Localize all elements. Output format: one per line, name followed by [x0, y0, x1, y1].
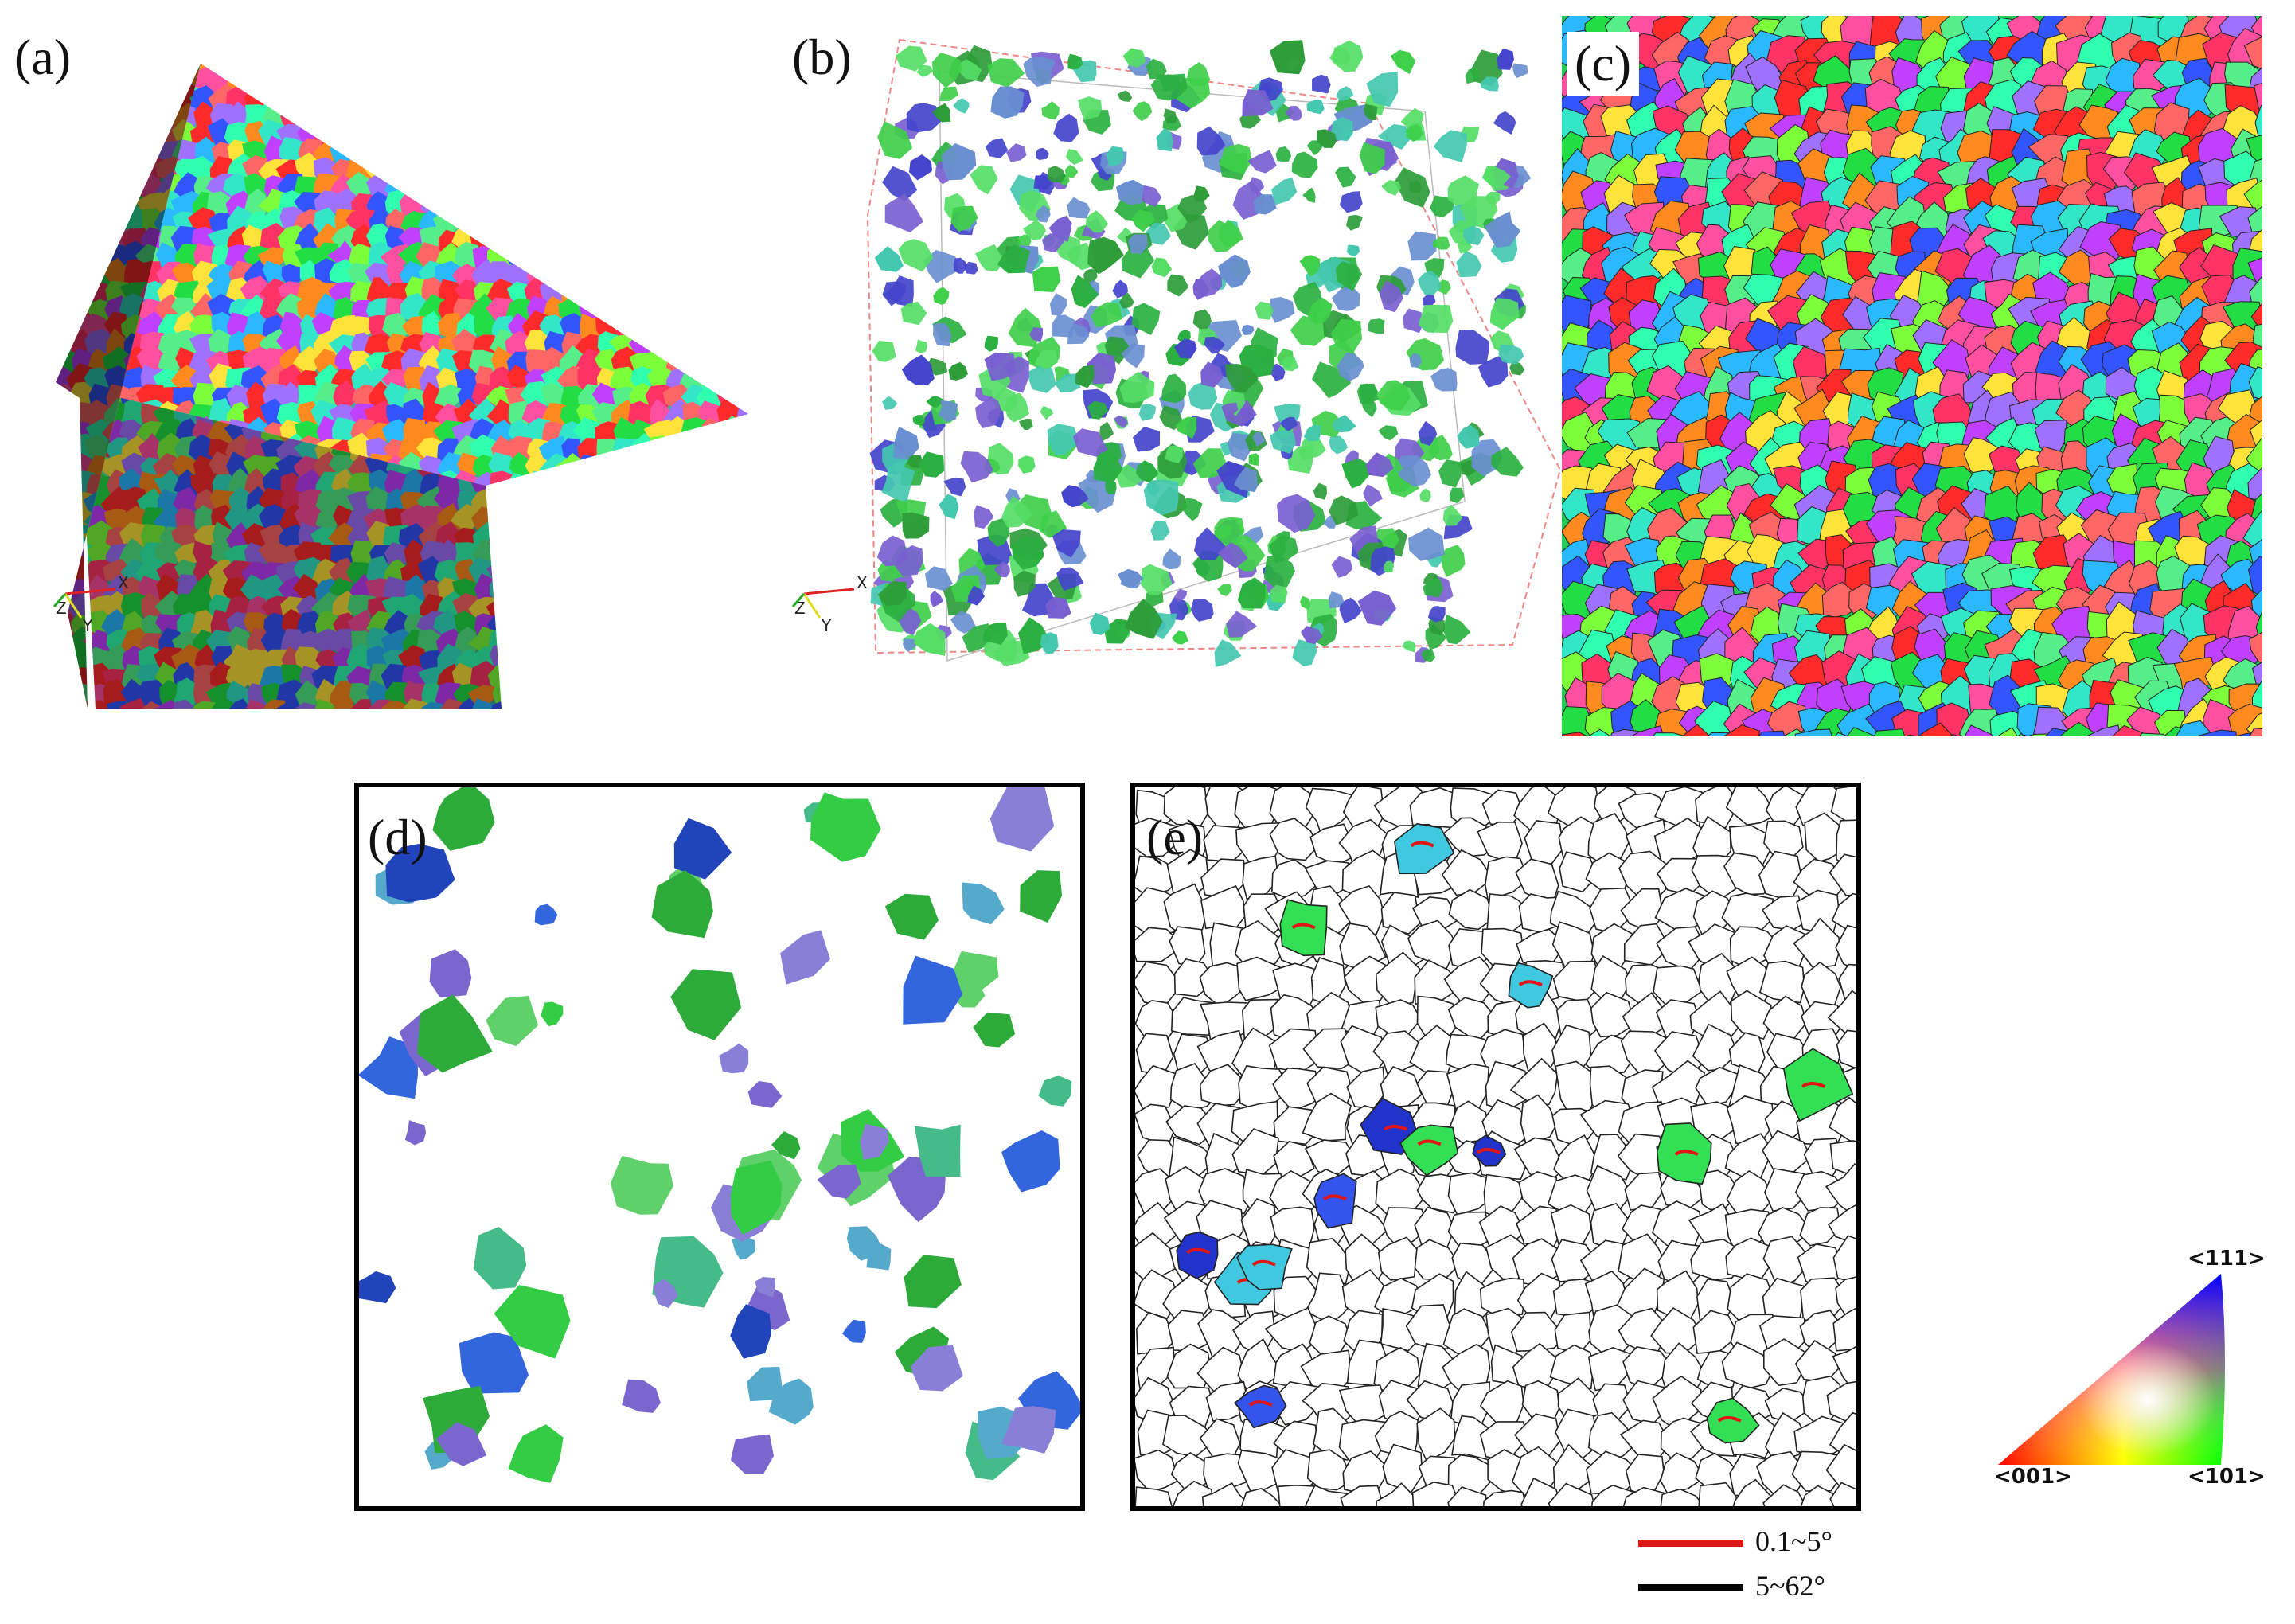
panel-label-e: (e) — [1146, 809, 1204, 865]
triad-y-label: Y — [83, 616, 93, 635]
ipf-map-full — [1562, 16, 2262, 736]
panel-label-a: (a) — [14, 29, 72, 85]
ipf-map-selected-grains — [359, 787, 1080, 1483]
triad-y-label-b: Y — [822, 616, 832, 635]
triad-x-label-b: X — [857, 573, 868, 592]
legend-red-label: 0.1~5° — [1755, 1525, 1832, 1557]
triad-x-label: X — [118, 573, 129, 592]
3d-selected-grains-view — [866, 38, 1562, 667]
panel-d-frame — [354, 783, 1085, 1511]
triad-z-label: Z — [56, 599, 67, 618]
axes-triad-icon-a — [53, 588, 116, 619]
legend-black-label: 5~62° — [1755, 1570, 1825, 1602]
legend-black-line — [1638, 1584, 1743, 1591]
ipf-label-001: <001> — [1994, 1465, 2072, 1489]
ipf-label-111: <111> — [2188, 1247, 2266, 1271]
legend-red-line — [1638, 1540, 1743, 1547]
cube-3d-grain-map — [56, 64, 748, 709]
grain-boundary-map — [1135, 787, 1856, 1506]
panel-label-b: (b) — [792, 29, 852, 85]
ipf-color-key-triangle — [1998, 1274, 2225, 1465]
ipf-label-101: <101> — [2188, 1465, 2266, 1489]
axes-triad-icon-b — [791, 588, 855, 619]
panel-label-d: (d) — [368, 809, 427, 865]
triad-z-label-b: Z — [794, 599, 806, 618]
panel-label-c: (c) — [1567, 32, 1640, 96]
panel-e-frame — [1130, 783, 1861, 1511]
